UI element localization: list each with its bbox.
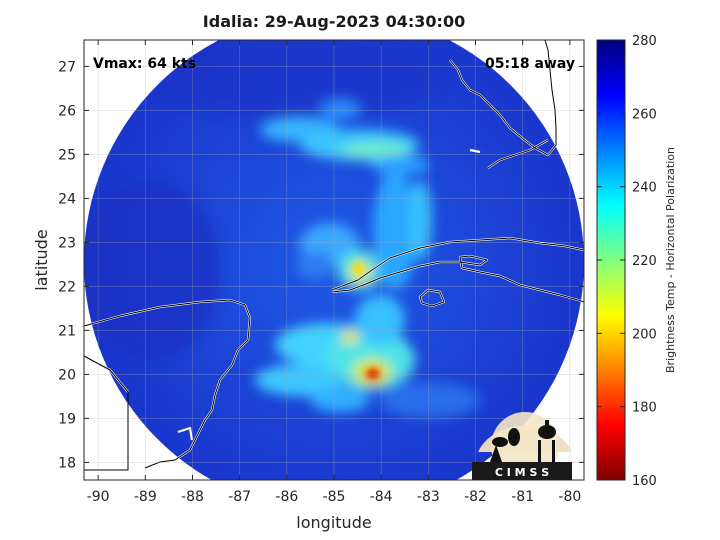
colorbar-tick-label: 280 (632, 34, 657, 49)
time-away-label: 05:18 away (485, 56, 575, 72)
y-tick-label: 27 (58, 59, 76, 75)
y-tick-label: 26 (58, 103, 76, 119)
grid-lines (84, 40, 584, 480)
y-tick-label: 23 (58, 235, 76, 251)
x-tick-label: -86 (275, 489, 298, 505)
y-axis-label: latitude (32, 229, 51, 290)
x-tick-label: -87 (228, 489, 251, 505)
y-tick-label: 22 (58, 279, 76, 295)
x-tick-label: -84 (370, 489, 393, 505)
y-tick-label: 25 (58, 147, 76, 163)
colorbar-tick-label: 220 (632, 254, 657, 269)
x-axis-label: longitude (296, 513, 371, 532)
map-title: Idalia: 29-Aug-2023 04:30:00 (202, 12, 466, 31)
x-tick-label: -89 (134, 489, 157, 505)
colorbar-tick-label: 160 (632, 474, 657, 489)
y-tick-label: 24 (58, 191, 76, 207)
cimss-logo: C I M S S (472, 412, 572, 480)
coastlines (84, 40, 584, 471)
x-tick-label: -82 (464, 489, 487, 505)
x-tick-label: -88 (181, 489, 204, 505)
x-axis-ticks: -90 -89 -88 -87 -86 -85 -84 -83 -82 -81 -80 (87, 40, 581, 505)
y-tick-label: 20 (58, 367, 76, 383)
rainband-features (84, 40, 480, 418)
colorbar-label: Brightness Temp - Horizontal Polarizatio… (664, 147, 677, 373)
colorbar-ticks: 160 180 200 220 240 260 280 (597, 34, 657, 489)
x-tick-label: -90 (87, 489, 110, 505)
colorbar-tick-label: 200 (632, 327, 657, 342)
logo-text: C I M S S (495, 466, 549, 479)
y-tick-label: 21 (58, 323, 76, 339)
vmax-label: Vmax: 64 kts (93, 56, 196, 72)
y-tick-label: 19 (58, 411, 76, 427)
x-tick-label: -81 (511, 489, 534, 505)
colorbar-tick-label: 260 (632, 107, 657, 122)
colorbar-tick-label: 180 (632, 401, 657, 416)
x-tick-label: -85 (323, 489, 346, 505)
colorbar-tick-label: 240 (632, 181, 657, 196)
x-tick-label: -83 (417, 489, 440, 505)
x-tick-label: -80 (558, 489, 581, 505)
y-axis-ticks: 18 19 20 21 22 23 24 25 26 27 (58, 59, 584, 471)
swath-layer (84, 40, 584, 480)
y-tick-label: 18 (58, 455, 76, 471)
